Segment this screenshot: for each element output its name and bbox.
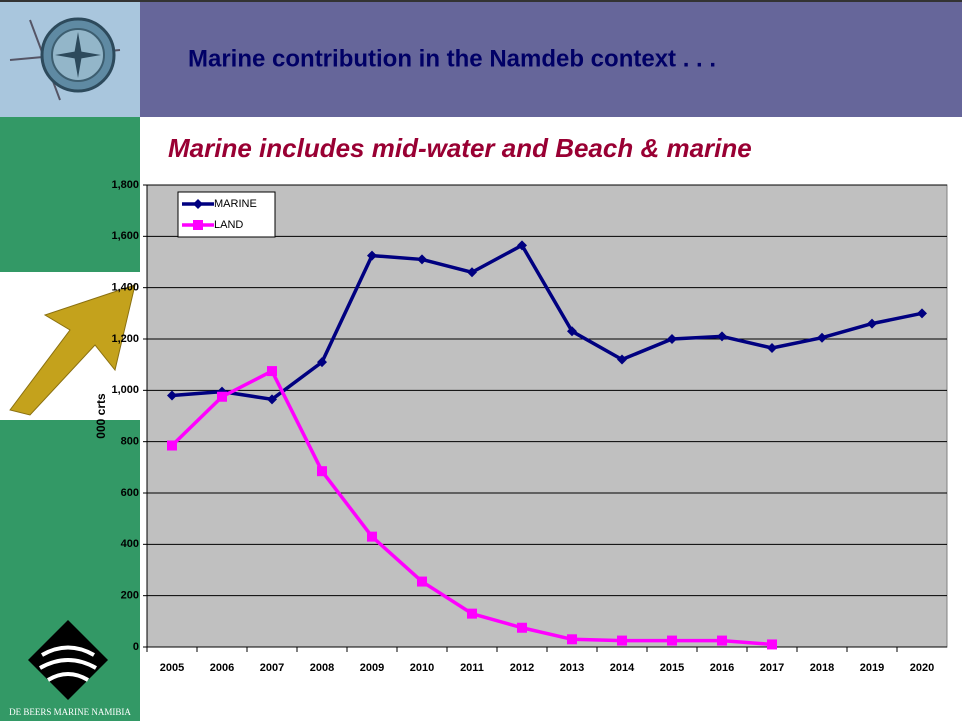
x-tick-label: 2013 [560,662,584,674]
legend-marker [193,220,203,230]
data-point [467,267,477,278]
data-point [517,622,527,633]
data-point [567,634,577,645]
data-point [667,635,677,646]
y-tick-label: 1,400 [111,282,139,294]
y-tick-label: 1,000 [111,384,139,396]
data-point [317,357,327,368]
y-tick-label: 600 [121,487,139,499]
y-tick-label: 200 [121,590,139,602]
x-tick-label: 2012 [510,662,534,674]
y-tick-label: 800 [121,436,139,448]
x-tick-label: 2020 [910,662,934,674]
data-point [167,440,177,451]
header-title: Marine contribution in the Namdeb contex… [188,45,716,72]
data-point [317,466,327,477]
x-tick-label: 2007 [260,662,284,674]
data-point [867,318,877,329]
x-tick-label: 2011 [460,662,484,674]
brand-text: DE BEERS MARINE NAMIBIA [9,707,131,717]
logo [28,620,108,700]
y-tick-label: 400 [121,538,139,550]
y-tick-label: 1,600 [111,230,139,242]
data-point [617,635,627,646]
y-axis-label: 000 crts [94,393,108,439]
data-point [367,531,377,542]
data-point [717,635,727,646]
header-bar [140,0,962,117]
legend-marker [193,199,203,209]
y-tick-label: 1,200 [111,333,139,345]
data-point [267,394,277,405]
legend-label: MARINE [214,198,257,210]
data-point [717,331,727,342]
x-tick-label: 2006 [210,662,234,674]
data-point [817,332,827,343]
data-point [567,326,577,337]
data-point [217,391,227,402]
data-point [767,342,777,353]
data-point [517,240,527,251]
data-point [367,250,377,261]
legend-label: LAND [214,219,243,231]
x-tick-label: 2005 [160,662,184,674]
y-tick-label: 1,800 [111,179,139,191]
data-point [917,308,927,319]
data-point [417,576,427,587]
plot-area [146,184,948,648]
x-tick-label: 2014 [610,662,635,674]
data-point [267,366,277,377]
legend-box [177,191,276,238]
y-tick-label: 0 [133,641,139,653]
arrow-icon [9,284,136,416]
data-point [417,254,427,265]
data-point [617,354,627,365]
chart-title: Marine includes mid-water and Beach & ma… [168,133,752,163]
data-point [167,390,177,401]
data-point [467,608,477,619]
x-tick-label: 2018 [810,662,834,674]
x-tick-label: 2008 [310,662,334,674]
x-tick-label: 2019 [860,662,884,674]
data-point [767,639,777,650]
compass-icon [9,17,121,101]
x-tick-label: 2017 [760,662,784,674]
data-point [667,334,677,344]
x-tick-label: 2016 [710,662,734,674]
x-tick-label: 2010 [410,662,434,674]
x-tick-label: 2009 [360,662,384,674]
series-line [171,243,923,402]
x-tick-label: 2015 [660,662,684,674]
